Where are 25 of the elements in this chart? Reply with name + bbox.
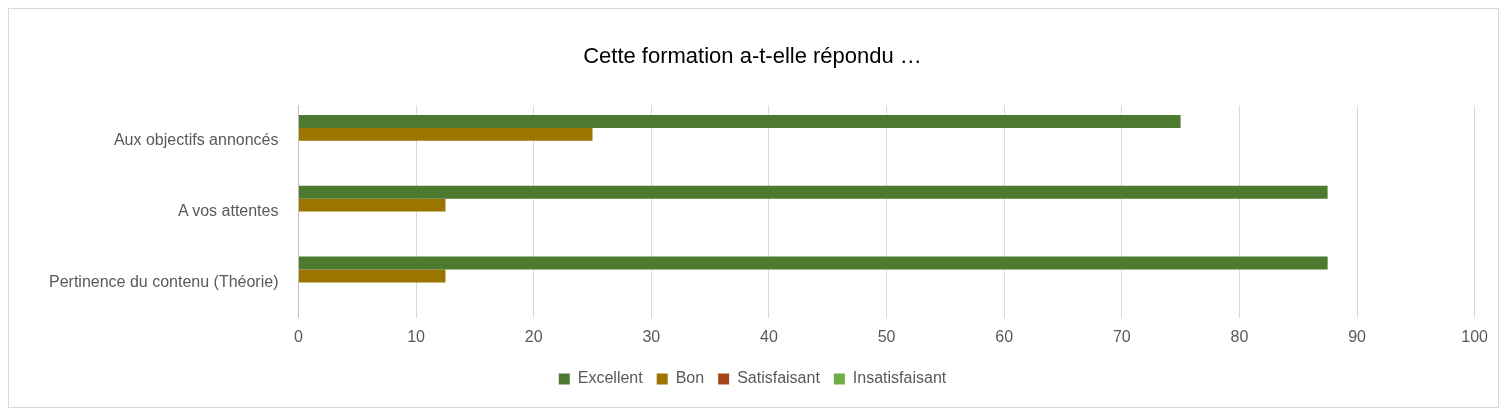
bar	[298, 198, 446, 212]
legend-label: Insatisfaisant	[852, 369, 947, 387]
x-tick-label: 30	[642, 327, 661, 345]
x-tick-label: 40	[760, 327, 778, 345]
x-tick-label: 90	[1348, 327, 1367, 345]
legend-label: Excellent	[577, 369, 644, 387]
x-tick-label: 20	[524, 327, 543, 345]
x-tick-label: 50	[877, 327, 896, 345]
legend-label: Satisfaisant	[737, 369, 821, 387]
x-tick-label: 10	[407, 327, 426, 345]
x-tick-label: 60	[995, 327, 1014, 345]
x-tick-label: 0	[294, 327, 304, 345]
x-tick-label: 80	[1230, 327, 1249, 345]
y-tick-label: A vos attentes	[177, 202, 279, 220]
y-tick-label: Pertinence du contenu (Théorie)	[49, 272, 279, 290]
y-tick-label: Aux objectifs annoncés	[113, 131, 279, 149]
bar	[298, 185, 1328, 199]
bar	[298, 256, 1328, 270]
chart-title: Cette formation a-t-elle répondu …	[583, 43, 922, 69]
x-tick-label: 70	[1112, 327, 1131, 345]
bar	[298, 269, 446, 283]
x-tick-label: 100	[1461, 327, 1489, 345]
legend-label: Bon	[675, 369, 705, 387]
bar	[298, 127, 593, 141]
bar	[298, 114, 1181, 128]
